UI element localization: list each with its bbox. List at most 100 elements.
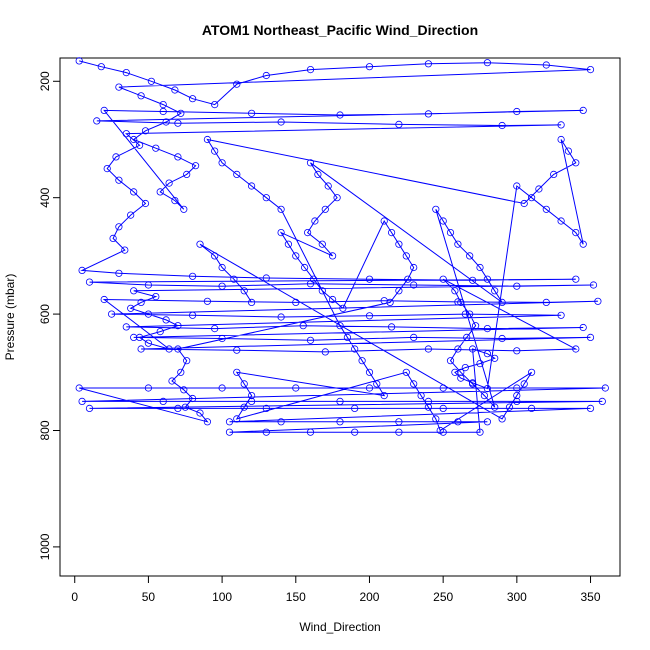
data-point [594,297,602,305]
data-point [127,304,135,312]
data-point [136,333,144,341]
data-point [225,428,234,436]
data-point [432,415,440,423]
data-point [122,323,130,331]
data-point [115,83,123,91]
data-point [189,95,197,103]
data-point [292,252,300,260]
data-point [115,223,123,231]
data-point [410,281,418,289]
data-point [333,194,341,202]
data-point [498,298,506,306]
data-point [127,211,135,219]
data-point [299,322,307,330]
data-point [579,240,587,248]
data-point [292,298,300,306]
data-point [144,281,152,289]
data-point [387,323,396,331]
data-point [137,345,145,353]
data-point [196,240,204,248]
data-point [395,428,403,436]
data-point [165,345,173,353]
data-point [97,63,105,71]
data-point [183,357,191,365]
data-point [233,368,241,376]
data-point [240,287,248,295]
data-point [162,118,170,126]
data-point [351,428,359,436]
data-point [75,57,83,65]
data-point [130,135,138,144]
data-point [395,287,403,295]
data-point [189,394,197,403]
data-point [513,107,521,116]
data-point [351,404,359,412]
data-point [463,333,471,341]
data-point [108,310,116,318]
data-point [468,345,477,353]
data-point [468,276,477,284]
data-point [174,404,182,412]
data-point [476,428,484,436]
data-point [424,345,432,353]
data-point [183,170,191,178]
data-point [498,415,506,423]
data-point [218,159,226,167]
data-point [75,384,83,392]
data-point [520,380,528,388]
plot-area [75,57,609,436]
data-point [468,379,477,387]
data-point [513,347,521,355]
data-point [365,275,374,283]
data-point [601,384,609,392]
data-point [491,354,499,362]
data-point [424,60,432,68]
data-point [557,217,565,225]
data-point [248,182,256,190]
data-point [115,269,123,277]
data-point [454,298,462,306]
data-point [171,197,179,205]
data-point [144,384,152,392]
data-point [395,418,403,426]
data-point [112,153,120,161]
data-point [156,327,164,336]
data-point [130,287,138,295]
data-point [365,384,374,392]
x-axis-label: Wind_Direction [299,620,380,634]
data-point [380,391,388,400]
data-point [218,282,226,290]
data-point [402,252,410,260]
data-point [404,275,412,283]
data-point [306,428,315,436]
data-point [233,170,241,178]
data-point [177,368,185,376]
data-point [328,295,337,304]
x-tick-label: 250 [433,590,453,604]
data-point [309,275,318,283]
x-tick-label: 200 [359,590,379,604]
data-point [557,135,565,144]
data-point [321,348,329,356]
y-tick-label: 200 [38,71,52,91]
data-point [483,275,491,283]
data-point [572,229,580,237]
data-point [598,397,606,405]
data-point [218,384,226,392]
data-point [457,298,465,306]
data-point [262,404,270,412]
data-point [483,418,491,426]
data-point [579,323,587,332]
data-point [457,368,465,376]
data-point [115,176,123,184]
data-point [156,188,164,196]
data-point [277,418,285,426]
y-tick-label: 400 [38,187,52,207]
data-point [314,170,322,178]
data-point [491,287,499,295]
series-points [75,57,609,436]
data-point [159,397,167,405]
data-point [339,304,347,312]
data-point [446,357,455,365]
data-point [365,312,374,320]
